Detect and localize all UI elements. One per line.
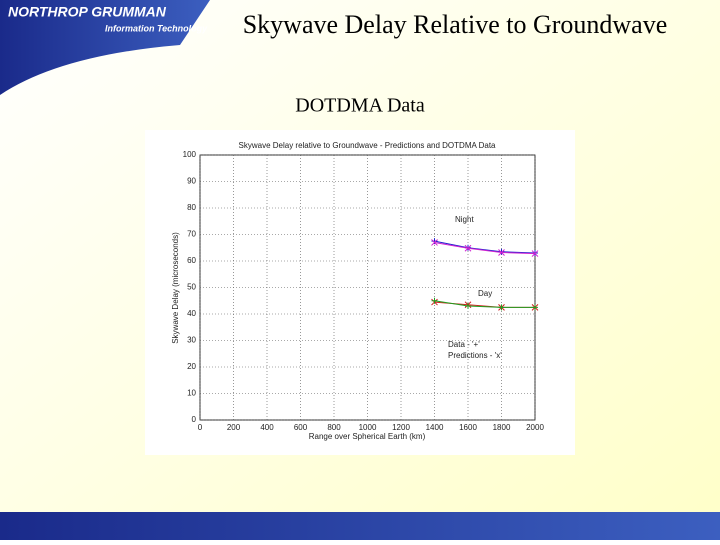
marker <box>464 244 472 252</box>
subtitle: DOTDMA Data <box>295 95 425 117</box>
header-band <box>0 0 210 95</box>
x-tick-label: 0 <box>198 423 203 432</box>
series-line <box>434 240 536 254</box>
y-tick-label: 20 <box>187 362 196 371</box>
y-tick-label: 70 <box>187 230 196 239</box>
y-tick-label: 0 <box>192 415 197 424</box>
marker <box>465 303 471 310</box>
marker <box>498 304 505 311</box>
x-tick-label: 400 <box>260 423 274 432</box>
x-tick-label: 600 <box>294 423 308 432</box>
annotation: Data - '+' <box>448 340 480 349</box>
marker <box>431 297 438 304</box>
marker <box>498 249 505 256</box>
y-tick-label: 100 <box>183 150 197 159</box>
y-tick-label: 50 <box>187 283 196 292</box>
x-tick-label: 1800 <box>493 423 511 432</box>
y-tick-label: 80 <box>187 203 196 212</box>
series-line <box>434 300 535 308</box>
y-tick-label: 30 <box>187 336 196 345</box>
annotation: Day <box>478 289 492 298</box>
y-tick-label: 90 <box>187 177 196 186</box>
logo-sub: Information Technology <box>105 23 208 33</box>
x-tick-label: 1200 <box>392 423 410 432</box>
y-tick-label: 60 <box>187 256 196 265</box>
x-tick-label: 200 <box>227 423 241 432</box>
x-axis-label: Range over Spherical Earth (km) <box>309 432 426 441</box>
y-tick-label: 10 <box>187 389 196 398</box>
logo: NORTHROP GRUMMAN <box>8 4 167 20</box>
x-tick-label: 1400 <box>426 423 444 432</box>
slide-title: Skywave Delay Relative to Groundwave <box>243 10 668 39</box>
series-line <box>434 241 536 255</box>
annotation: Night <box>455 215 474 224</box>
marker <box>531 250 539 257</box>
marker <box>498 248 505 255</box>
x-tick-label: 800 <box>327 423 341 432</box>
x-tick-label: 2000 <box>526 423 544 432</box>
marker <box>431 239 438 246</box>
x-tick-label: 1600 <box>459 423 477 432</box>
annotation: Predictions - 'x' <box>448 351 502 360</box>
chart-title: Skywave Delay relative to Groundwave - P… <box>239 141 497 150</box>
marker <box>532 304 538 311</box>
y-axis-label: Skywave Delay (microseconds) <box>171 232 180 344</box>
x-tick-label: 1000 <box>359 423 377 432</box>
footer-band <box>0 512 720 540</box>
y-tick-label: 40 <box>187 309 196 318</box>
